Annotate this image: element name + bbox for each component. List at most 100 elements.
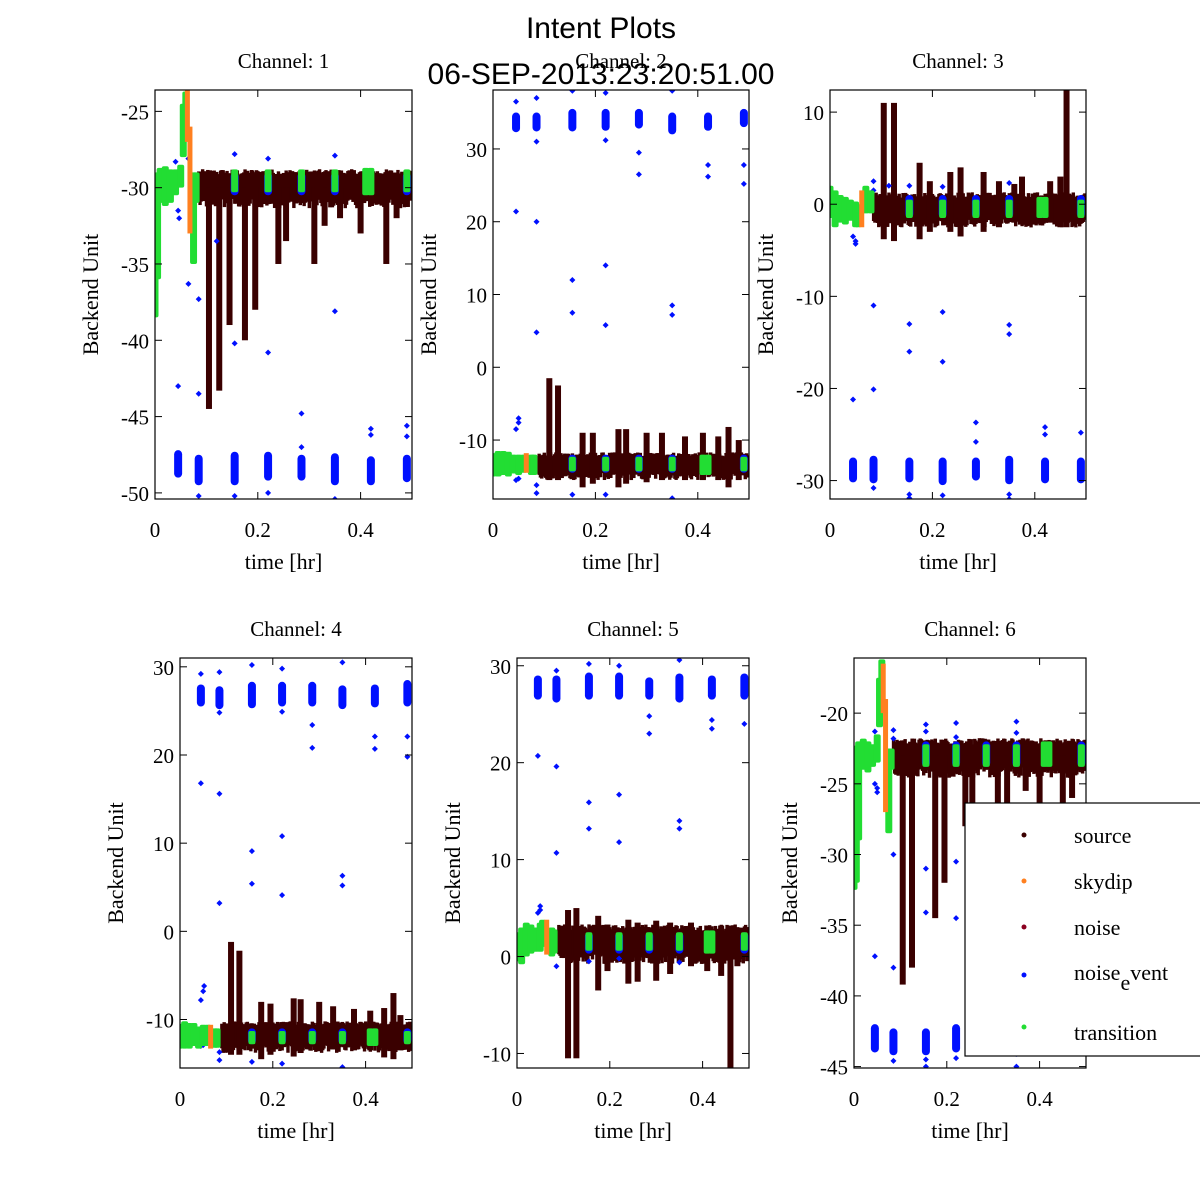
y-tick-label: 30: [153, 656, 174, 680]
noise-event-cluster: [615, 672, 624, 700]
y-tick-label: 10: [153, 832, 174, 856]
transition-segment: [922, 744, 930, 767]
legend-item-source: source: [1021, 823, 1131, 848]
legend-label-noise-event-main: noise: [1074, 960, 1120, 985]
source-spike: [397, 1015, 404, 1051]
y-tick-label: 30: [466, 138, 487, 162]
transition-segment: [645, 932, 653, 951]
noise-event-point: [646, 713, 653, 720]
transition-segment: [887, 748, 895, 770]
noise-event-point: [1013, 1063, 1020, 1068]
series-skydip: [208, 1024, 214, 1049]
noise-event-point: [705, 173, 712, 180]
noise-event-point: [635, 171, 642, 178]
x-axis-label: time [hr]: [931, 1118, 1009, 1143]
legend-marker-source: [1021, 832, 1027, 838]
legend-label-transition: transition: [1074, 1020, 1157, 1045]
legend-label-noise-event-sub: e: [1120, 970, 1130, 995]
noise-event-point: [616, 662, 623, 669]
noise-event-point: [197, 670, 204, 677]
transition-segment: [530, 454, 538, 475]
transition-segment: [297, 169, 305, 193]
noise-event-point: [646, 730, 653, 737]
skydip-segment: [208, 1024, 214, 1049]
x-tick-label: 0: [849, 1087, 860, 1111]
noise-event-cluster: [739, 108, 748, 128]
source-spike: [283, 187, 290, 242]
source-spike: [393, 187, 400, 219]
noise-event-point: [890, 727, 897, 734]
noise-event-point: [248, 848, 255, 855]
noise-event-point: [602, 90, 609, 96]
noise-event-point: [534, 752, 541, 759]
noise-event-point: [367, 431, 374, 438]
noise-event-point: [602, 491, 609, 498]
source-spike: [1059, 755, 1066, 827]
noise-event-point: [339, 872, 346, 879]
y-tick-label: -20: [796, 377, 824, 401]
transition-segment: [248, 1030, 256, 1045]
noise-event-point: [616, 955, 623, 962]
series-transition: [155, 91, 411, 318]
source-spike: [891, 102, 897, 242]
source-spike: [555, 385, 562, 481]
noise-event-cluster: [938, 457, 947, 486]
noise-event-point: [197, 780, 204, 787]
noise-event-point: [533, 218, 540, 225]
noise-event-point: [939, 309, 946, 316]
source-spike: [573, 908, 580, 1059]
source-spike: [351, 1008, 357, 1051]
series-source: [557, 908, 749, 1068]
noise-event-point: [553, 849, 560, 856]
source-spike: [688, 922, 694, 967]
transition-segment: [367, 167, 375, 196]
noise-event-point: [404, 733, 411, 740]
panel-channel-2: Channel: 2 0 0.2 0.4 30 20 10 0 -10 time [hr] Back…: [416, 49, 750, 574]
x-tick-label: 0.2: [245, 518, 271, 542]
noise-event-point: [740, 180, 747, 187]
x-axis-label: time [hr]: [582, 549, 660, 574]
noise-event-point: [176, 215, 183, 222]
noise-event-cluster: [971, 457, 980, 481]
x-tick-label: 0.2: [934, 1087, 960, 1111]
noise-event-cluster: [366, 456, 375, 486]
noise-event-cluster: [247, 681, 256, 709]
noise-event-point: [602, 262, 609, 269]
source-spike: [565, 910, 572, 1059]
transition-segment: [177, 164, 185, 188]
legend-marker-noise: [1021, 924, 1027, 930]
noise-event-cluster: [584, 672, 593, 700]
y-tick-label: 0: [477, 356, 488, 380]
source-spike: [615, 429, 622, 488]
noise-event-point: [371, 733, 378, 740]
source-spike: [926, 181, 933, 232]
source-spike: [682, 436, 688, 481]
noise-event-point: [922, 865, 929, 872]
skydip-segment: [187, 126, 193, 234]
noise-event-cluster: [568, 108, 577, 132]
legend-label-noise-event-tail: vent: [1130, 960, 1168, 985]
noise-event-cluster: [645, 677, 654, 700]
noise-event-cluster: [196, 684, 205, 707]
noise-event-point: [1006, 321, 1013, 328]
noise-event-point: [339, 882, 346, 889]
y-tick-label: 30: [490, 655, 511, 679]
source-spike: [947, 171, 954, 232]
source-spike: [589, 432, 596, 484]
y-tick-label: -40: [121, 329, 149, 353]
series-skydip: [880, 663, 889, 813]
source-spike: [735, 440, 742, 481]
noise-event-point: [939, 358, 946, 365]
noise-event-cluster: [533, 675, 542, 700]
source-spike: [390, 993, 397, 1060]
noise-event-point: [533, 329, 540, 336]
noise-event-point: [972, 438, 979, 445]
transition-segment: [1045, 741, 1053, 767]
noise-event-cluster: [601, 108, 610, 131]
noise-event-point: [515, 419, 522, 426]
source-spike: [1047, 181, 1054, 223]
source-spike: [909, 755, 915, 968]
source-spike: [880, 102, 887, 240]
noise-event-point: [265, 489, 272, 496]
noise-event-point: [922, 909, 929, 916]
